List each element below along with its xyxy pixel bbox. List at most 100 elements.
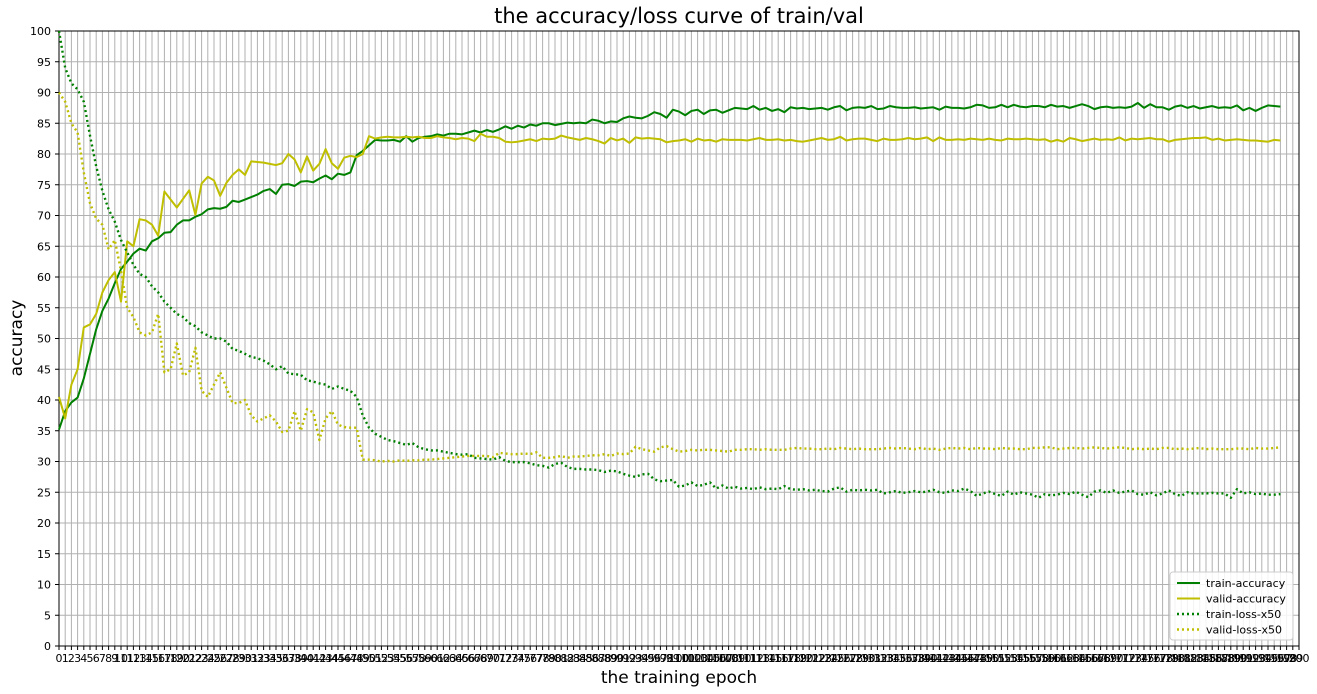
y-tick-label: 90 bbox=[37, 87, 51, 100]
x-tick-label: 77 bbox=[529, 652, 543, 665]
x-tick-label: 68 bbox=[474, 652, 488, 665]
x-tick-label: 183 bbox=[1183, 652, 1204, 665]
x-tick-label: 13 bbox=[133, 652, 147, 665]
x-tick-label: 177 bbox=[1146, 652, 1167, 665]
x-tick-label: 167 bbox=[1084, 652, 1105, 665]
x-tick-label: 144 bbox=[941, 652, 962, 665]
x-tick-label: 153 bbox=[997, 652, 1018, 665]
x-tick-label: 20 bbox=[176, 652, 190, 665]
x-tick-label: 78 bbox=[536, 652, 550, 665]
x-tick-label: 178 bbox=[1152, 652, 1173, 665]
x-tick-label: 81 bbox=[554, 652, 568, 665]
x-tick-label: 195 bbox=[1258, 652, 1279, 665]
y-tick-label: 95 bbox=[37, 56, 51, 69]
series-line-valid-accuracy bbox=[58, 132, 1281, 420]
x-tick-label: 37 bbox=[281, 652, 295, 665]
x-tick-label: 85 bbox=[579, 652, 593, 665]
x-tick-label: 56 bbox=[399, 652, 413, 665]
series-line-train-accuracy bbox=[58, 101, 1281, 430]
x-tick-label: 143 bbox=[935, 652, 956, 665]
x-tick-label: 45 bbox=[331, 652, 345, 665]
x-tick-label: 97 bbox=[653, 652, 667, 665]
x-tick-label: 35 bbox=[269, 652, 283, 665]
x-tick-label: 18 bbox=[164, 652, 178, 665]
x-tick-label: 168 bbox=[1090, 652, 1111, 665]
x-tick-label: 7 bbox=[99, 652, 106, 665]
x-tick-label: 194 bbox=[1251, 652, 1272, 665]
x-tick-label: 54 bbox=[387, 652, 401, 665]
x-tick-label: 79 bbox=[542, 652, 556, 665]
x-tick-label: 171 bbox=[1109, 652, 1130, 665]
y-ticks: 0 5 10 15 20 25 30 35 40 45 50 55 60 65 70 75 80 85 90 95 10… bbox=[30, 25, 59, 653]
x-tick-label: 169 bbox=[1096, 652, 1117, 665]
x-tick-label: 94 bbox=[635, 652, 649, 665]
x-tick-label: 24 bbox=[201, 652, 215, 665]
x-tick-label: 6 bbox=[93, 652, 100, 665]
x-tick-label: 15 bbox=[145, 652, 159, 665]
x-tick-label: 115 bbox=[762, 652, 783, 665]
x-tick-label: 121 bbox=[799, 652, 820, 665]
x-tick-label: 0 bbox=[56, 652, 63, 665]
x-tick-label: 150 bbox=[979, 652, 1000, 665]
x-tick-label: 122 bbox=[805, 652, 826, 665]
x-tick-label: 160 bbox=[1041, 652, 1062, 665]
y-axis-label: accuracy bbox=[7, 300, 27, 377]
x-tick-label: 179 bbox=[1158, 652, 1179, 665]
x-tick-label: 91 bbox=[616, 652, 630, 665]
x-tick-label: 27 bbox=[219, 652, 233, 665]
x-tick-label: 196 bbox=[1264, 652, 1285, 665]
x-tick-label: 163 bbox=[1059, 652, 1080, 665]
x-tick-label: 154 bbox=[1003, 652, 1024, 665]
legend-label-train-accuracy: train-accuracy bbox=[1206, 577, 1286, 590]
y-tick-label: 70 bbox=[37, 210, 51, 223]
y-tick-label: 80 bbox=[37, 148, 51, 161]
chart-title: the accuracy/loss curve of train/val bbox=[494, 4, 864, 28]
x-tick-label: 73 bbox=[505, 652, 519, 665]
x-tick-label: 170 bbox=[1103, 652, 1124, 665]
x-tick-label: 11 bbox=[120, 652, 134, 665]
x-tick-label: 23 bbox=[195, 652, 209, 665]
x-tick-label: 188 bbox=[1214, 652, 1235, 665]
x-tick-label: 127 bbox=[836, 652, 857, 665]
x-tick-label: 87 bbox=[591, 652, 605, 665]
x-tick-label: 159 bbox=[1034, 652, 1055, 665]
x-tick-label: 47 bbox=[343, 652, 357, 665]
x-tick-label: 29 bbox=[232, 652, 246, 665]
x-tick-label: 31 bbox=[244, 652, 258, 665]
x-tick-label: 98 bbox=[660, 652, 674, 665]
x-tick-label: 16 bbox=[151, 652, 165, 665]
x-tick-label: 198 bbox=[1276, 652, 1297, 665]
x-tick-label: 90 bbox=[610, 652, 624, 665]
x-tick-label: 25 bbox=[207, 652, 221, 665]
x-tick-label: 71 bbox=[492, 652, 506, 665]
x-tick-label: 46 bbox=[337, 652, 351, 665]
x-tick-label: 17 bbox=[157, 652, 171, 665]
x-tick-label: 41 bbox=[306, 652, 320, 665]
x-tick-label: 113 bbox=[749, 652, 770, 665]
x-tick-label: 74 bbox=[511, 652, 525, 665]
y-tick-label: 40 bbox=[37, 394, 51, 407]
x-tick-label: 118 bbox=[780, 652, 801, 665]
x-tick-label: 102 bbox=[681, 652, 702, 665]
x-tick-label: 155 bbox=[1010, 652, 1031, 665]
x-tick-label: 114 bbox=[755, 652, 776, 665]
x-tick-label: 57 bbox=[405, 652, 419, 665]
x-tick-label: 175 bbox=[1134, 652, 1155, 665]
x-tick-label: 108 bbox=[718, 652, 739, 665]
x-tick-label: 180 bbox=[1165, 652, 1186, 665]
x-tick-label: 199 bbox=[1282, 652, 1303, 665]
x-tick-label: 107 bbox=[712, 652, 733, 665]
x-tick-label: 151 bbox=[985, 652, 1006, 665]
x-tick-label: 152 bbox=[991, 652, 1012, 665]
x-tick-label: 104 bbox=[693, 652, 714, 665]
x-tick-label: 100 bbox=[669, 652, 690, 665]
x-tick-label: 162 bbox=[1053, 652, 1074, 665]
x-tick-label: 5 bbox=[87, 652, 94, 665]
x-tick-label: 22 bbox=[188, 652, 202, 665]
y-tick-label: 0 bbox=[44, 640, 51, 653]
x-tick-label: 3 bbox=[74, 652, 81, 665]
x-tick-label: 82 bbox=[560, 652, 574, 665]
x-tick-label: 130 bbox=[855, 652, 876, 665]
x-tick-label: 125 bbox=[824, 652, 845, 665]
x-tick-label: 166 bbox=[1078, 652, 1099, 665]
